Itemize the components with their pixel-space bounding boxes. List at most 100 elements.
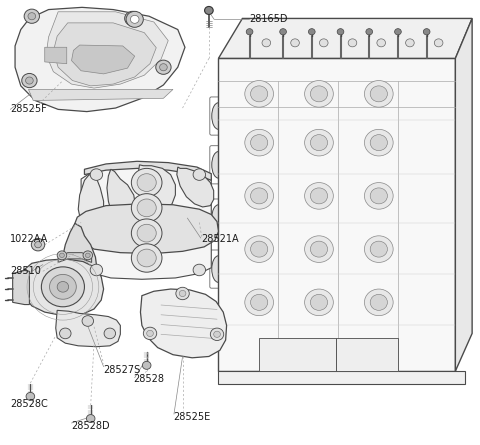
- Circle shape: [434, 39, 443, 47]
- Circle shape: [251, 188, 268, 204]
- Polygon shape: [53, 23, 156, 86]
- Circle shape: [156, 60, 171, 74]
- Circle shape: [57, 251, 67, 260]
- Circle shape: [311, 294, 327, 310]
- Polygon shape: [58, 253, 92, 263]
- Polygon shape: [139, 165, 175, 208]
- Circle shape: [86, 415, 95, 423]
- Polygon shape: [218, 58, 456, 371]
- Circle shape: [137, 224, 156, 242]
- Polygon shape: [84, 161, 211, 180]
- Circle shape: [311, 86, 327, 102]
- Circle shape: [364, 129, 393, 156]
- Circle shape: [320, 39, 328, 47]
- Circle shape: [147, 330, 154, 336]
- Polygon shape: [15, 8, 185, 112]
- Circle shape: [104, 328, 116, 339]
- Circle shape: [125, 11, 140, 25]
- Text: 28165D: 28165D: [250, 14, 288, 24]
- Circle shape: [90, 264, 103, 276]
- Circle shape: [193, 169, 205, 180]
- Circle shape: [305, 182, 333, 209]
- Circle shape: [25, 77, 33, 84]
- Polygon shape: [141, 289, 227, 358]
- Circle shape: [364, 182, 393, 209]
- Circle shape: [366, 28, 372, 35]
- Circle shape: [204, 7, 213, 14]
- Circle shape: [60, 328, 71, 339]
- Polygon shape: [62, 223, 97, 304]
- Circle shape: [245, 81, 274, 107]
- Circle shape: [251, 86, 268, 102]
- Polygon shape: [218, 371, 465, 384]
- Circle shape: [132, 168, 162, 197]
- Circle shape: [348, 39, 357, 47]
- Polygon shape: [28, 89, 173, 101]
- Circle shape: [137, 199, 156, 217]
- Circle shape: [179, 291, 186, 296]
- Polygon shape: [218, 18, 472, 58]
- Circle shape: [262, 39, 271, 47]
- Circle shape: [305, 81, 333, 107]
- Polygon shape: [177, 167, 214, 207]
- Polygon shape: [81, 166, 211, 279]
- Circle shape: [364, 81, 393, 107]
- Circle shape: [406, 39, 414, 47]
- Circle shape: [210, 328, 224, 340]
- Circle shape: [90, 169, 103, 180]
- Text: 28527S: 28527S: [104, 365, 141, 375]
- Polygon shape: [12, 271, 29, 304]
- Circle shape: [251, 135, 268, 151]
- Circle shape: [85, 253, 90, 258]
- Circle shape: [251, 294, 268, 310]
- Circle shape: [41, 267, 84, 307]
- Circle shape: [49, 275, 76, 299]
- Circle shape: [35, 242, 41, 248]
- Circle shape: [370, 294, 387, 310]
- Circle shape: [60, 253, 64, 258]
- Circle shape: [305, 236, 333, 263]
- Circle shape: [193, 264, 205, 276]
- Text: 28528D: 28528D: [72, 421, 110, 431]
- Circle shape: [311, 188, 327, 204]
- Circle shape: [143, 361, 151, 369]
- Circle shape: [305, 289, 333, 316]
- Circle shape: [245, 182, 274, 209]
- Circle shape: [159, 64, 167, 71]
- Circle shape: [305, 129, 333, 156]
- Text: 28521A: 28521A: [202, 235, 240, 244]
- Circle shape: [291, 39, 300, 47]
- Circle shape: [31, 239, 45, 251]
- Polygon shape: [46, 12, 168, 88]
- Circle shape: [311, 241, 327, 257]
- Circle shape: [364, 236, 393, 263]
- Circle shape: [364, 289, 393, 316]
- Text: 28525F: 28525F: [10, 105, 47, 114]
- Circle shape: [132, 219, 162, 247]
- Text: 28528: 28528: [134, 374, 165, 384]
- Circle shape: [126, 11, 144, 27]
- Ellipse shape: [212, 103, 225, 129]
- Polygon shape: [456, 18, 472, 371]
- Polygon shape: [336, 338, 398, 371]
- Circle shape: [423, 28, 430, 35]
- Polygon shape: [56, 310, 120, 347]
- Circle shape: [137, 174, 156, 191]
- Polygon shape: [75, 204, 218, 254]
- Circle shape: [245, 129, 274, 156]
- Circle shape: [245, 289, 274, 316]
- Text: 1022AA: 1022AA: [10, 235, 48, 244]
- Circle shape: [309, 28, 315, 35]
- Text: 28525E: 28525E: [173, 412, 210, 422]
- Circle shape: [137, 249, 156, 267]
- Circle shape: [132, 244, 162, 272]
- Circle shape: [245, 236, 274, 263]
- Circle shape: [370, 135, 387, 151]
- Circle shape: [176, 287, 189, 299]
- Polygon shape: [259, 338, 336, 371]
- Circle shape: [370, 86, 387, 102]
- Circle shape: [82, 316, 94, 326]
- Circle shape: [132, 194, 162, 222]
- Circle shape: [144, 327, 157, 340]
- Circle shape: [26, 392, 35, 400]
